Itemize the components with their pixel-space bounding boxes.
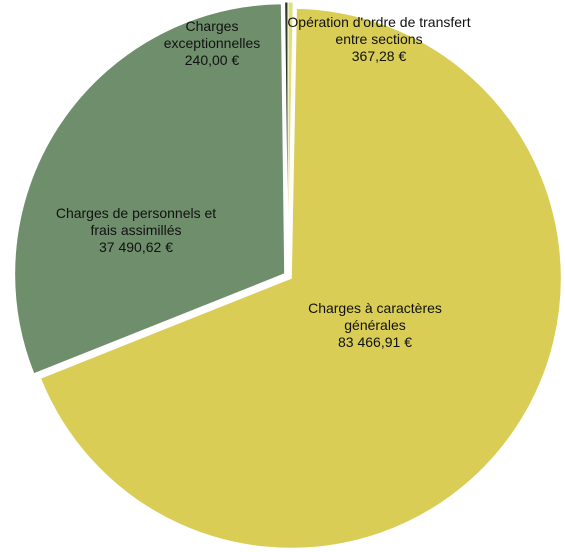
category-label: Charges exceptionnelles (163, 18, 261, 51)
value-label: 240,00 € (184, 52, 240, 68)
pie-slice (284, 1, 289, 273)
slice-label: Charges exceptionnelles 240,00 € (157, 18, 267, 69)
slice-label: Charges à caractères générales 83 466,91 … (285, 300, 465, 351)
category-label: Opération d'ordre de transfert entre sec… (287, 14, 471, 47)
slice-label: Charges de personnels et frais assimillé… (41, 205, 231, 256)
category-label: Charges de personnels et frais assimillé… (55, 205, 217, 238)
value-label: 37 490,62 € (99, 239, 173, 255)
pie-slice (39, 7, 562, 549)
category-label: Charges à caractères générales (308, 300, 442, 333)
slice-label: Opération d'ordre de transfert entre sec… (284, 14, 474, 65)
pie-slice (14, 3, 286, 375)
value-label: 367,28 € (351, 48, 407, 64)
value-label: 83 466,91 € (338, 334, 412, 350)
